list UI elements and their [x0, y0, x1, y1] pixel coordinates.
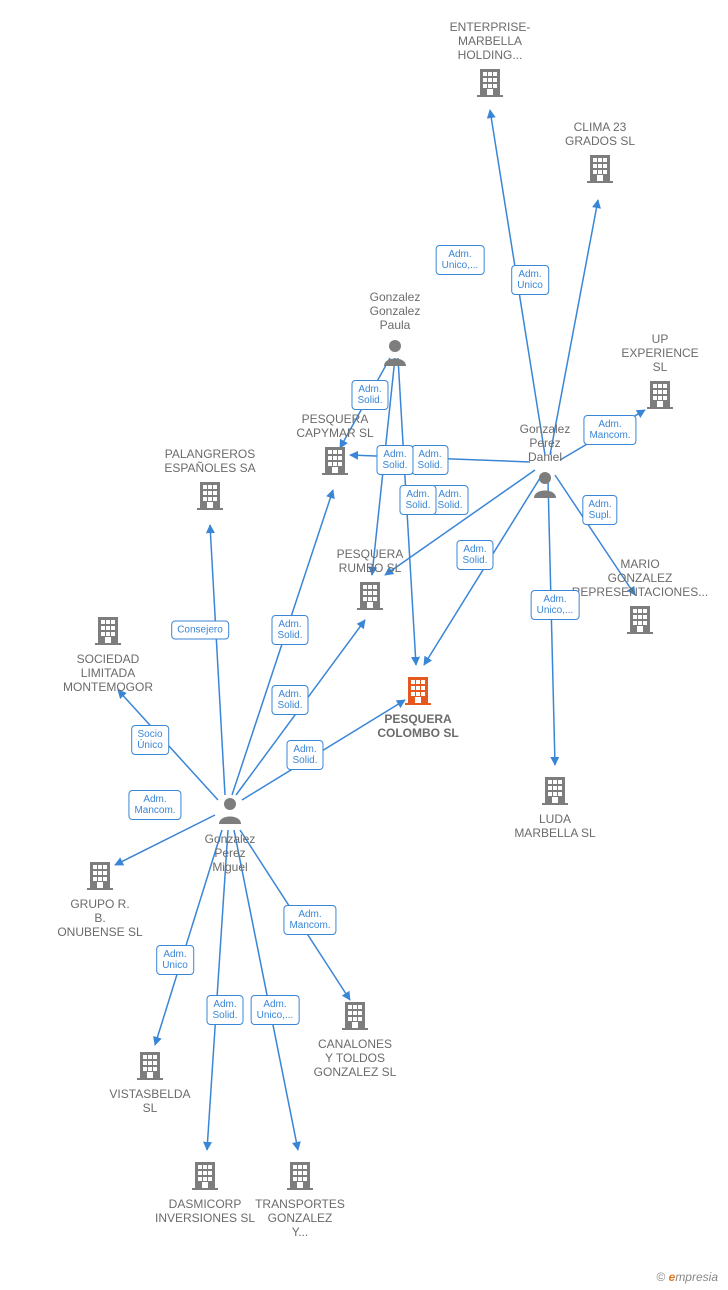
edge-label-paula-rumbo: Adm.Solid. [376, 445, 413, 475]
edge-label-miguel-rumbo: Adm.Solid. [271, 685, 308, 715]
node-clima23[interactable]: CLIMA 23GRADOS SL [530, 118, 670, 188]
edge-label-daniel-luda: Adm.Unico,... [531, 590, 580, 620]
node-label: GRUPO R.B.ONUBENSE SL [30, 897, 170, 939]
node-colombo[interactable]: PESQUERACOLOMBO SL [348, 670, 488, 740]
node-label: CANALONESY TOLDOSGONZALEZ SL [285, 1037, 425, 1079]
node-label: CLIMA 23GRADOS SL [530, 120, 670, 148]
building-icon [485, 770, 625, 810]
edge-label-miguel-canalones: Adm.Mancom. [283, 905, 336, 935]
node-palangreros[interactable]: PALANGREROSESPAÑOLES SA [140, 445, 280, 515]
node-label: LUDAMARBELLA SL [485, 812, 625, 840]
edge-label-miguel-vistasbelda: Adm.Unico [156, 945, 194, 975]
brand-rest: mpresia [675, 1270, 718, 1284]
edge-label-daniel-clima23: Adm.Unico [511, 265, 549, 295]
edge-label-paula-capymar: Adm.Solid. [351, 380, 388, 410]
node-label: MARIOGONZALEZREPRESENTACIONES... [570, 557, 710, 599]
edge-daniel-luda [548, 480, 555, 765]
building-icon [230, 1155, 370, 1195]
building-icon [30, 855, 170, 895]
person-icon [325, 332, 465, 372]
building-icon [285, 995, 425, 1035]
node-rumbo[interactable]: PESQUERARUMBO SL [300, 545, 440, 615]
node-label: VISTASBELDASL [80, 1087, 220, 1115]
node-label: PESQUERACOLOMBO SL [348, 712, 488, 740]
node-label: GonzalezGonzalezPaula [325, 290, 465, 332]
node-label: ENTERPRISE-MARBELLAHOLDING... [420, 20, 560, 62]
node-label: SOCIEDADLIMITADAMONTEMOGOR [38, 652, 178, 694]
edge-label-daniel-colombo: Adm.Solid. [456, 540, 493, 570]
network-diagram: ENTERPRISE-MARBELLAHOLDING... CLIMA 23GR… [0, 0, 728, 1290]
building-icon [348, 670, 488, 710]
node-label: PESQUERARUMBO SL [300, 547, 440, 575]
node-enterprise[interactable]: ENTERPRISE-MARBELLAHOLDING... [420, 18, 560, 102]
building-icon [140, 475, 280, 515]
edge-label-daniel-rumbo: Adm.Solid. [431, 485, 468, 515]
edge-label-miguel-palangreros: Consejero [171, 621, 229, 640]
building-icon [420, 62, 560, 102]
edge-label-daniel-enterprise: Adm.Unico,... [436, 245, 485, 275]
copyright-symbol: © [656, 1270, 665, 1284]
edge-label-daniel-capymar: Adm.Solid. [411, 445, 448, 475]
building-icon [590, 374, 728, 414]
edge-label-miguel-grupo_rb: Adm.Mancom. [128, 790, 181, 820]
building-icon [38, 610, 178, 650]
node-label: PESQUERACAPYMAR SL [265, 412, 405, 440]
building-icon [530, 148, 670, 188]
node-label: UPEXPERIENCESL [590, 332, 728, 374]
edge-miguel-transportes [234, 830, 298, 1150]
node-paula[interactable]: GonzalezGonzalezPaula [325, 288, 465, 372]
node-label: TRANSPORTESGONZALEZY... [230, 1197, 370, 1239]
building-icon [570, 599, 710, 639]
node-label: PALANGREROSESPAÑOLES SA [140, 447, 280, 475]
edge-label-miguel-colombo: Adm.Solid. [286, 740, 323, 770]
node-canalones[interactable]: CANALONESY TOLDOSGONZALEZ SL [285, 995, 425, 1079]
node-upexp[interactable]: UPEXPERIENCESL [590, 330, 728, 414]
edge-label-miguel-capymar: Adm.Solid. [271, 615, 308, 645]
node-montemogor[interactable]: SOCIEDADLIMITADAMONTEMOGOR [38, 610, 178, 694]
edge-label-daniel-upexp: Adm.Mancom. [583, 415, 636, 445]
node-grupo_rb[interactable]: GRUPO R.B.ONUBENSE SL [30, 855, 170, 939]
node-mario[interactable]: MARIOGONZALEZREPRESENTACIONES... [570, 555, 710, 639]
edge-miguel-palangreros [210, 525, 225, 795]
edge-label-miguel-dasmicorp: Adm.Solid. [206, 995, 243, 1025]
edge-label-miguel-transportes: Adm.Unico,... [251, 995, 300, 1025]
edge-label-paula-colombo: Adm.Solid. [399, 485, 436, 515]
edge-label-miguel-montemogor: SocioÚnico [131, 725, 169, 755]
edge-label-daniel-mario: Adm.Supl. [582, 495, 617, 525]
node-label: GonzalezPerezMiguel [160, 832, 300, 874]
building-icon [80, 1045, 220, 1085]
node-luda[interactable]: LUDAMARBELLA SL [485, 770, 625, 840]
node-transportes[interactable]: TRANSPORTESGONZALEZY... [230, 1155, 370, 1239]
footer-credit: © empresia [656, 1270, 718, 1284]
node-vistasbelda[interactable]: VISTASBELDASL [80, 1045, 220, 1115]
building-icon [300, 575, 440, 615]
